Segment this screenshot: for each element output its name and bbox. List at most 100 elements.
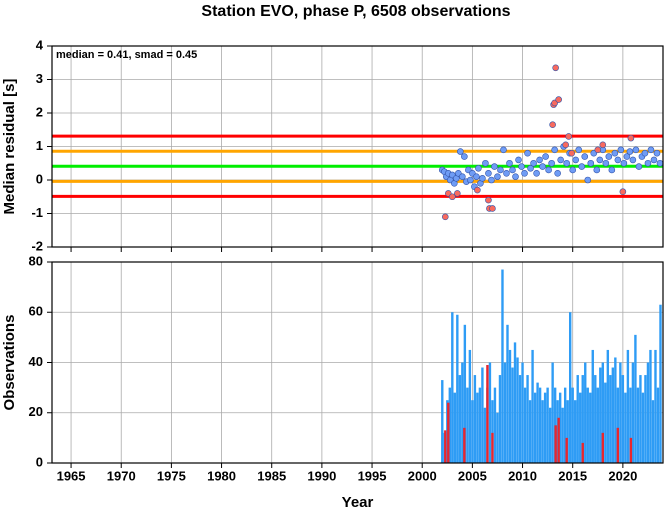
point: [599, 141, 607, 149]
point: [563, 159, 570, 167]
x-tick-label: 2015: [558, 468, 587, 483]
point: [459, 173, 466, 180]
bar: [594, 375, 597, 463]
point: [473, 173, 480, 180]
point: [536, 156, 543, 164]
point: [629, 156, 637, 164]
point: [488, 176, 495, 184]
bar: [466, 387, 469, 463]
bar: [554, 425, 557, 463]
bar: [641, 392, 645, 463]
x-tick-label: 1970: [107, 468, 136, 483]
point: [441, 213, 449, 221]
point: [497, 166, 504, 174]
bar: [571, 387, 574, 463]
point: [578, 163, 586, 170]
point: [641, 149, 649, 157]
point: [467, 176, 474, 184]
point: [552, 64, 559, 72]
bar: [601, 432, 605, 463]
bar: [471, 400, 474, 463]
x-tick-label: 2000: [408, 468, 437, 483]
bar: [596, 387, 599, 463]
point: [485, 170, 492, 177]
bar: [636, 387, 640, 463]
bar: [461, 362, 464, 463]
point: [562, 141, 569, 149]
annotation: median = 0.41, smad = 0.45: [56, 49, 197, 61]
point: [608, 166, 616, 174]
point: [539, 163, 546, 170]
point: [614, 156, 622, 164]
point: [611, 149, 619, 157]
x-tick-label: 1990: [307, 468, 336, 483]
point: [635, 163, 643, 170]
bar: [581, 375, 584, 463]
point: [581, 153, 589, 160]
point: [605, 153, 613, 160]
bar: [463, 427, 466, 463]
bar: [651, 400, 655, 463]
bar: [496, 412, 499, 463]
bar: [566, 400, 569, 463]
bar: [576, 375, 579, 463]
bar: [511, 367, 514, 463]
bar: [488, 362, 492, 463]
bar: [634, 334, 637, 463]
y-tick-label: 4: [36, 37, 44, 52]
y-tick-label: -1: [31, 205, 43, 220]
point: [449, 193, 456, 201]
bar: [503, 362, 507, 463]
bar: [654, 349, 657, 463]
point: [623, 153, 631, 160]
bar: [609, 375, 612, 463]
y-tick-label: 80: [29, 253, 43, 268]
bar: [483, 407, 487, 463]
bar: [451, 312, 454, 463]
point: [489, 205, 496, 212]
point: [482, 159, 489, 167]
bar: [468, 349, 472, 463]
bar: [486, 365, 489, 463]
bar: [644, 375, 647, 463]
point: [620, 159, 628, 167]
bar: [586, 387, 589, 463]
bar: [458, 375, 462, 463]
x-tick-label: 2020: [608, 468, 637, 483]
x-tick-label: 1980: [207, 468, 236, 483]
y-tick-label: 60: [29, 304, 43, 319]
bar: [548, 407, 552, 463]
bar: [558, 392, 562, 463]
bar: [629, 437, 633, 463]
bar: [639, 375, 642, 463]
bar: [541, 400, 544, 463]
y-axis-label: Observations: [1, 315, 18, 411]
bar: [557, 417, 560, 463]
point: [572, 156, 580, 164]
bar: [574, 400, 577, 463]
bar: [568, 312, 572, 463]
point: [555, 96, 562, 103]
point: [500, 146, 507, 154]
bar: [614, 357, 617, 463]
y-tick-label: 0: [36, 454, 43, 469]
bar: [473, 375, 477, 463]
point: [593, 166, 601, 174]
bar: [526, 375, 529, 463]
bar: [491, 432, 494, 463]
point: [474, 186, 481, 194]
point: [587, 159, 595, 167]
bar: [599, 367, 602, 463]
bar: [649, 349, 652, 463]
bar: [581, 442, 584, 463]
x-axis-label: Year: [342, 494, 374, 511]
bar: [563, 387, 567, 463]
point: [551, 146, 558, 154]
bar: [513, 342, 517, 463]
bar: [591, 349, 594, 463]
y-tick-label: 0: [36, 171, 43, 186]
point: [650, 156, 658, 164]
point: [494, 173, 501, 180]
bar: [506, 324, 509, 463]
bar: [501, 269, 504, 463]
